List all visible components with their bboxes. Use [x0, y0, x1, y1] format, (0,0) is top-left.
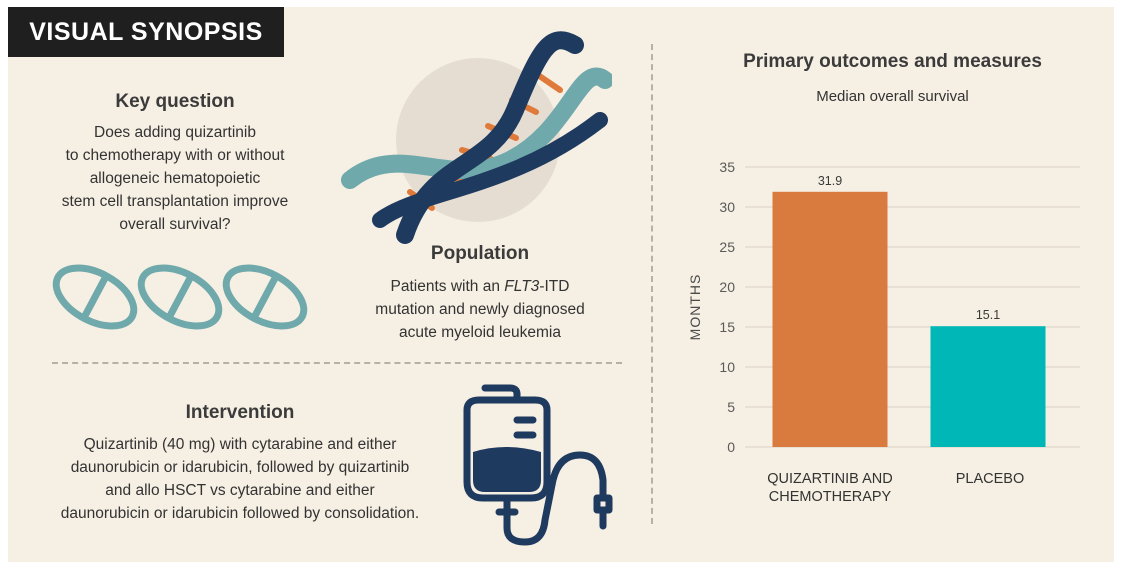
x-category-line: QUIZARTINIB AND [767, 471, 893, 487]
x-category-label: QUIZARTINIB AND CHEMOTHERAPY [750, 470, 910, 506]
intervention-line: and allo HSCT vs cytarabine and either [105, 482, 375, 499]
key-question-line: allogeneic hematopoietic [89, 170, 261, 187]
outcomes-subtitle: Median overall survival [816, 88, 969, 105]
bar-value-label: 15.1 [976, 308, 1000, 322]
y-tick-label: 20 [719, 279, 735, 295]
y-tick-label: 15 [719, 319, 735, 335]
y-tick-label: 35 [719, 159, 735, 175]
intervention-line: daunorubicin or idarubicin, followed by … [70, 459, 410, 476]
x-category-line: CHEMOTHERAPY [768, 489, 892, 505]
population-line: Patients with an FLT3-ITD [345, 275, 615, 298]
intervention-text: Quizartinib (40 mg) with cytarabine and … [40, 433, 440, 525]
y-tick-label: 10 [719, 359, 735, 375]
key-question-line: Does adding quizartinib [94, 124, 256, 141]
iv-bag-icon [463, 384, 613, 546]
population-line: mutation and newly diagnosed [375, 301, 585, 318]
population-gene: FLT3 [504, 278, 540, 295]
x-category-line: PLACEBO [955, 471, 1025, 487]
key-question-line: stem cell transplantation improve [61, 193, 289, 210]
y-tick-label: 5 [727, 399, 735, 415]
pill-icon [52, 264, 308, 330]
population-text: Patients with an FLT3-ITD mutation and n… [345, 275, 615, 344]
population-text-post: -ITD [539, 278, 570, 295]
banner-title: VISUAL SYNOPSIS [8, 7, 284, 57]
population-line: acute myeloid leukemia [399, 324, 561, 341]
key-question-line: overall survival? [119, 216, 231, 233]
bar [772, 191, 888, 447]
key-question-heading: Key question [115, 91, 235, 112]
horizontal-divider [52, 362, 622, 364]
survival-bar-chart: 0 5 10 15 20 25 30 35 MONTHS 31.9 15.1 [687, 159, 1080, 455]
population-heading: Population [430, 243, 530, 264]
intervention-line: Quizartinib (40 mg) with cytarabine and … [83, 436, 397, 453]
vertical-divider [651, 44, 653, 524]
intervention-line: daunorubicin or idarubicin followed by c… [60, 505, 420, 522]
y-tick-label: 0 [727, 439, 735, 455]
outcomes-heading: Primary outcomes and measures [743, 51, 1042, 72]
x-category-label: PLACEBO [910, 470, 1070, 488]
y-tick-label: 30 [719, 199, 735, 215]
dna-helix-icon [341, 31, 612, 244]
y-axis-label: MONTHS [687, 274, 703, 341]
population-text-pre: Patients with an [390, 278, 505, 295]
bar-value-label: 31.9 [818, 174, 842, 188]
key-question-text: Does adding quizartinib to chemotherapy … [40, 121, 310, 236]
key-question-line: to chemotherapy with or without [65, 147, 285, 164]
bar [930, 326, 1046, 447]
intervention-heading: Intervention [185, 402, 295, 423]
y-tick-label: 25 [719, 239, 735, 255]
